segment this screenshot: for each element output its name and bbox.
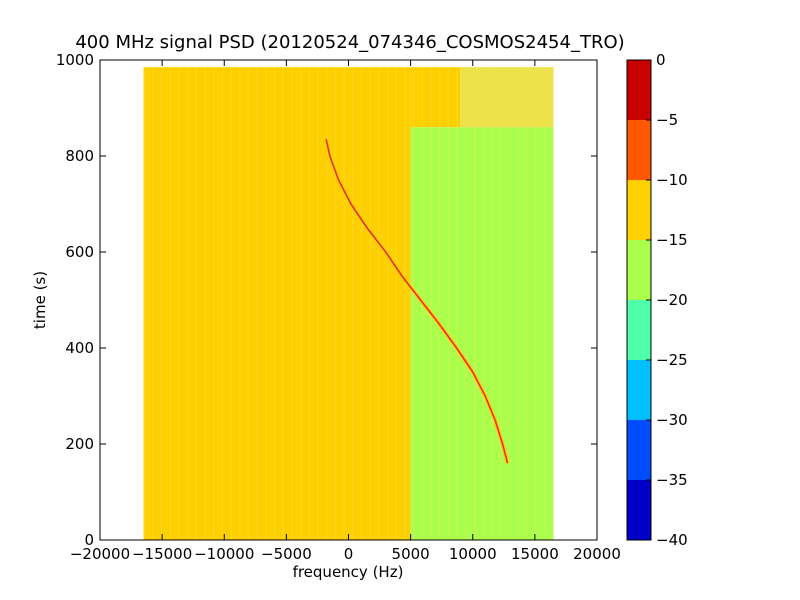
- noise-streak: [404, 67, 406, 540]
- x-tick-label: 20000: [573, 545, 621, 563]
- colorbar-band-6: [627, 180, 651, 240]
- noise-streak: [213, 67, 215, 540]
- noise-streak: [352, 67, 354, 540]
- noise-streak: [334, 67, 337, 540]
- y-tick-label: 0: [84, 531, 94, 549]
- y-tick-label: 600: [65, 243, 94, 261]
- x-tick-label: 10000: [449, 545, 497, 563]
- noise-streak: [482, 67, 484, 540]
- noise-streak: [300, 67, 302, 540]
- noise-streak: [387, 67, 389, 540]
- colorbar-tick-label: −10: [656, 171, 688, 189]
- noise-streak: [282, 67, 284, 540]
- noise-streak: [178, 67, 180, 540]
- noise-streak: [360, 67, 363, 540]
- psd-region-2: [410, 127, 554, 540]
- noise-streak: [326, 67, 328, 540]
- noise-streak: [169, 67, 171, 540]
- colorbar-band-4: [627, 300, 651, 360]
- noise-streak: [430, 67, 432, 540]
- noise-texture: [143, 67, 554, 540]
- noise-streak: [473, 67, 476, 540]
- x-tick-label: −10000: [194, 545, 254, 563]
- x-tick-label: −20000: [70, 545, 130, 563]
- x-tick-label: 0: [344, 545, 354, 563]
- x-axis-label: frequency (Hz): [293, 563, 404, 581]
- axes: −20000 −15000 −10000 −5000 0 5000 10000 15000 20…: [56, 51, 621, 563]
- noise-streak: [160, 67, 163, 540]
- noise-streak: [465, 67, 467, 540]
- noise-streak: [526, 67, 528, 540]
- psd-region-4: [460, 67, 554, 128]
- colorbar: 0 −5 −10 −15 −20 −25 −30 −35 −40: [626, 51, 688, 549]
- x-tick-label: −5000: [261, 545, 312, 563]
- colorbar-band-5: [627, 240, 651, 300]
- colorbar-tick-label: −25: [656, 351, 688, 369]
- x-tick-label: 5000: [392, 545, 430, 563]
- noise-streak: [508, 67, 510, 540]
- y-tick-label: 1000: [56, 51, 94, 69]
- colorbar-band-1: [627, 480, 651, 540]
- y-tick-label: 200: [65, 435, 94, 453]
- noise-streak: [369, 67, 371, 540]
- signal-trace: [325, 139, 509, 464]
- noise-streak: [186, 67, 189, 540]
- colorbar-tick-label: −30: [656, 411, 688, 429]
- noise-streak: [247, 67, 250, 540]
- colorbar-band-7: [627, 120, 651, 180]
- noise-streak: [500, 67, 502, 540]
- x-tick-label: 15000: [511, 545, 559, 563]
- x-tick-label: −15000: [132, 545, 192, 563]
- noise-streak: [378, 67, 380, 540]
- noise-streak: [456, 67, 458, 540]
- psd-region-3: [410, 67, 461, 128]
- noise-streak: [447, 67, 450, 540]
- noise-streak: [517, 67, 519, 540]
- colorbar-band-3: [627, 360, 651, 420]
- noise-streak: [343, 67, 345, 540]
- noise-streak: [195, 67, 197, 540]
- noise-streak: [221, 67, 223, 540]
- noise-streak: [552, 67, 554, 540]
- noise-streak: [491, 67, 493, 540]
- noise-streak: [413, 67, 415, 540]
- noise-streak: [308, 67, 310, 540]
- colorbar-tick-label: −40: [656, 531, 688, 549]
- noise-streak: [395, 67, 397, 540]
- y-axis-label: time (s): [31, 271, 49, 329]
- noise-streak: [534, 67, 537, 540]
- colorbar-band-2: [627, 420, 651, 480]
- noise-streak: [256, 67, 258, 540]
- noise-streak: [291, 67, 293, 540]
- colorbar-tick-label: −35: [656, 471, 688, 489]
- noise-streak: [273, 67, 276, 540]
- colorbar-tick-label: 0: [656, 51, 666, 69]
- colorbar-tick-label: −15: [656, 231, 688, 249]
- y-tick-label: 400: [65, 339, 94, 357]
- y-tick-label: 800: [65, 147, 94, 165]
- noise-streak: [230, 67, 232, 540]
- noise-streak: [204, 67, 206, 540]
- noise-streak: [265, 67, 267, 540]
- noise-streak: [152, 67, 154, 540]
- noise-streak: [543, 67, 545, 540]
- noise-streak: [239, 67, 241, 540]
- noise-streak: [439, 67, 441, 540]
- colorbar-tick-label: −5: [656, 111, 678, 129]
- noise-streak: [143, 67, 145, 540]
- colorbar-tick-label: −20: [656, 291, 688, 309]
- noise-streak: [317, 67, 319, 540]
- plot-area: [143, 67, 554, 540]
- chart-title: 400 MHz signal PSD (20120524_074346_COSM…: [75, 32, 624, 53]
- colorbar-band-8: [627, 60, 651, 120]
- psd-region-1: [143, 67, 411, 540]
